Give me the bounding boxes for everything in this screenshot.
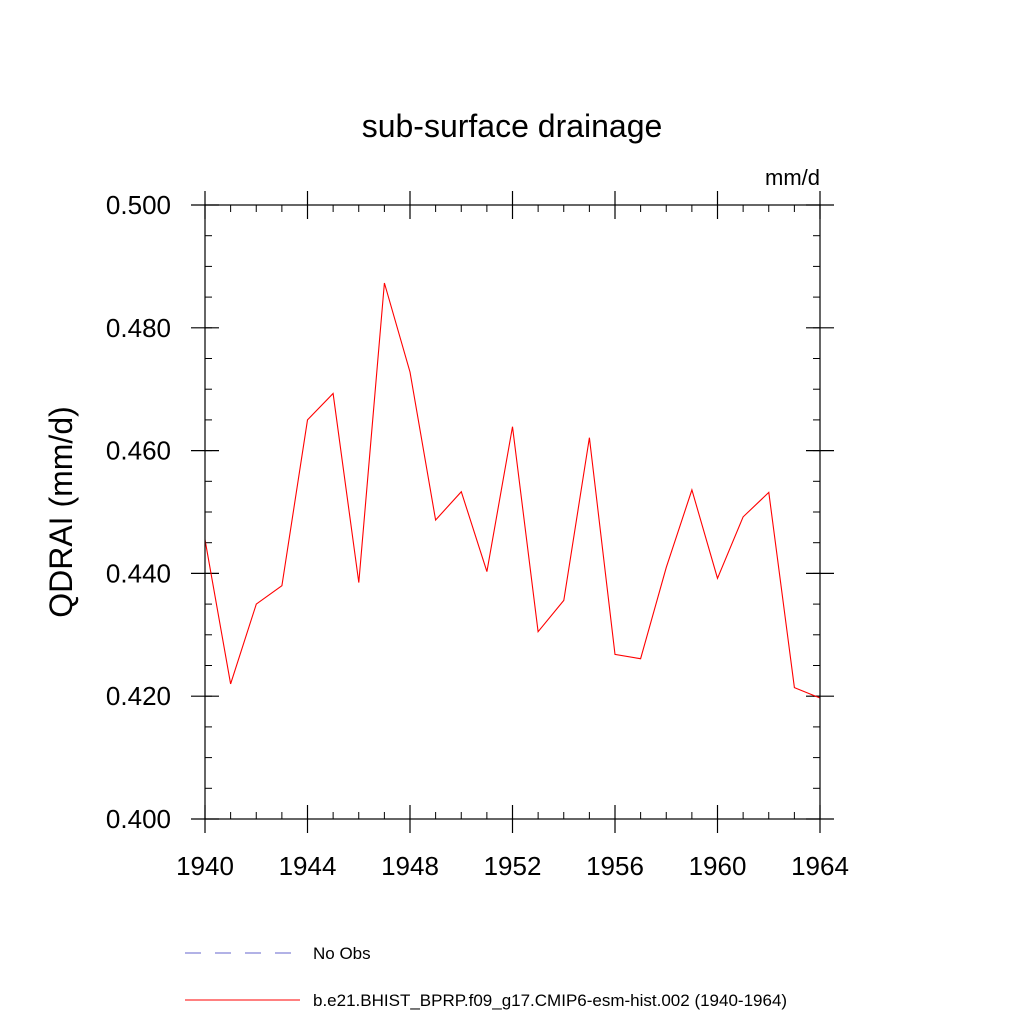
data-point bbox=[613, 652, 617, 656]
y-tick-label: 0.400 bbox=[106, 804, 171, 834]
chart-title: sub-surface drainage bbox=[362, 108, 663, 144]
x-tick-label: 1952 bbox=[484, 851, 542, 881]
data-point bbox=[459, 490, 463, 494]
data-point bbox=[280, 584, 284, 588]
y-tick-label: 0.440 bbox=[106, 558, 171, 588]
data-point bbox=[331, 392, 335, 396]
data-point bbox=[511, 425, 515, 429]
minor-ticks bbox=[204, 204, 821, 820]
major-ticks bbox=[191, 191, 834, 833]
data-point bbox=[587, 436, 591, 440]
data-point bbox=[229, 682, 233, 686]
data-point bbox=[408, 370, 412, 374]
data-point bbox=[382, 281, 386, 285]
legend: No Obs b.e21.BHIST_BPRP.f09_g17.CMIP6-es… bbox=[185, 944, 787, 1010]
legend-label-no-obs: No Obs bbox=[313, 944, 371, 963]
data-point bbox=[639, 657, 643, 661]
x-tick-label: 1960 bbox=[689, 851, 747, 881]
legend-label-model-run: b.e21.BHIST_BPRP.f09_g17.CMIP6-esm-hist.… bbox=[313, 991, 787, 1010]
data-point bbox=[536, 630, 540, 634]
y-tick-label: 0.420 bbox=[106, 681, 171, 711]
y-tick-label: 0.500 bbox=[106, 190, 171, 220]
y-tick-label: 0.460 bbox=[106, 436, 171, 466]
data-point bbox=[792, 686, 796, 690]
data-point bbox=[357, 581, 361, 585]
y-tick-labels: 0.400 0.420 0.440 0.460 0.480 0.500 bbox=[106, 190, 171, 834]
data-point bbox=[562, 598, 566, 602]
units-label: mm/d bbox=[765, 165, 820, 190]
x-tick-label: 1940 bbox=[176, 851, 234, 881]
y-tick-label: 0.480 bbox=[106, 313, 171, 343]
data-point bbox=[716, 576, 720, 580]
data-point bbox=[306, 418, 310, 422]
data-point bbox=[664, 565, 668, 569]
data-point bbox=[690, 488, 694, 492]
x-tick-label: 1948 bbox=[381, 851, 439, 881]
plot-frame bbox=[204, 204, 821, 820]
data-point bbox=[254, 602, 258, 606]
y-axis-label: QDRAI (mm/d) bbox=[43, 406, 79, 618]
data-point bbox=[434, 518, 438, 522]
data-point bbox=[741, 515, 745, 519]
x-tick-labels: 1940 1944 1948 1952 1956 1960 1964 bbox=[176, 851, 849, 881]
x-tick-label: 1956 bbox=[586, 851, 644, 881]
x-tick-label: 1964 bbox=[791, 851, 849, 881]
series-group bbox=[204, 281, 821, 699]
data-point bbox=[767, 490, 771, 494]
data-point bbox=[485, 570, 489, 574]
x-tick-label: 1944 bbox=[279, 851, 337, 881]
series-line bbox=[204, 282, 821, 699]
